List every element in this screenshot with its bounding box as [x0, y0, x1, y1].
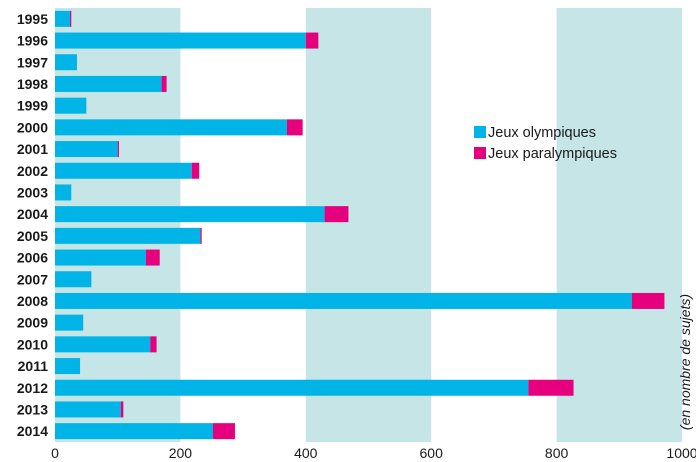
year-label-2006: 2006 — [17, 250, 48, 266]
legend-swatch-paralympiques — [474, 147, 486, 159]
bar-2005-olympiques — [55, 227, 201, 244]
x-tick-1000: 1000 — [666, 445, 696, 461]
bar-2006-paralympiques — [145, 249, 160, 266]
bar-2013-olympiques — [55, 401, 121, 418]
year-label-2003: 2003 — [17, 184, 48, 200]
legend: Jeux olympiques Jeux paralympiques — [474, 125, 617, 162]
bar-2004-paralympiques — [324, 206, 349, 223]
background-band-2 — [556, 8, 682, 442]
year-label-2000: 2000 — [17, 119, 48, 135]
bar-2009-olympiques — [55, 314, 84, 331]
year-label-1998: 1998 — [17, 76, 48, 92]
x-axis-ticks: 0 200 400 600 800 1000 — [51, 445, 696, 461]
bar-2010-olympiques — [55, 336, 151, 353]
bar-2014-olympiques — [55, 423, 214, 440]
year-label-1997: 1997 — [17, 54, 48, 70]
legend-swatch-olympiques — [474, 126, 486, 138]
year-label-1999: 1999 — [17, 98, 48, 114]
bar-2000-olympiques — [55, 119, 287, 136]
background-band-1 — [305, 8, 432, 442]
x-tick-400: 400 — [294, 445, 318, 461]
bar-2007-olympiques — [55, 271, 92, 288]
bar-2000-paralympiques — [286, 119, 303, 136]
x-tick-600: 600 — [420, 445, 444, 461]
bar-2003-olympiques — [55, 184, 72, 201]
bar-2012-olympiques — [55, 379, 529, 396]
year-label-1996: 1996 — [17, 33, 48, 49]
bar-1996-paralympiques — [305, 32, 319, 49]
bar-2002-olympiques — [55, 162, 192, 179]
background-band-0 — [55, 8, 181, 442]
bar-2010-paralympiques — [150, 336, 157, 353]
y-axis-unit-label: (en nombre de sujets) — [677, 294, 693, 430]
year-label-2002: 2002 — [17, 163, 48, 179]
bar-2001-paralympiques — [117, 141, 119, 158]
bar-2008-olympiques — [55, 292, 632, 309]
x-tick-200: 200 — [169, 445, 193, 461]
x-tick-800: 800 — [545, 445, 569, 461]
background-bands — [55, 8, 682, 442]
bar-2004-olympiques — [55, 206, 325, 223]
bar-2001-olympiques — [55, 141, 118, 158]
bar-2011-olympiques — [55, 358, 81, 375]
bar-2014-paralympiques — [213, 423, 235, 440]
year-label-2005: 2005 — [17, 228, 48, 244]
bar-2012-paralympiques — [528, 379, 574, 396]
year-label-2013: 2013 — [17, 401, 48, 417]
bars — [55, 10, 665, 440]
year-labels: 1995 1996 1997 1998 1999 2000 2001 2002 2003 2004… — [17, 11, 48, 439]
bar-1999-olympiques — [55, 97, 87, 114]
year-label-1995: 1995 — [17, 11, 48, 27]
year-label-2001: 2001 — [17, 141, 48, 157]
year-label-2012: 2012 — [17, 380, 48, 396]
bar-1996-olympiques — [55, 32, 306, 49]
bar-1995-olympiques — [55, 10, 71, 27]
year-label-2010: 2010 — [17, 336, 48, 352]
year-label-2007: 2007 — [17, 271, 48, 287]
bar-1998-olympiques — [55, 75, 162, 92]
bar-2002-paralympiques — [191, 162, 200, 179]
year-label-2008: 2008 — [17, 293, 48, 309]
year-label-2009: 2009 — [17, 315, 48, 331]
year-label-2011: 2011 — [18, 358, 49, 374]
bar-2006-olympiques — [55, 249, 146, 266]
bar-2005-paralympiques — [200, 227, 202, 244]
x-tick-0: 0 — [51, 445, 59, 461]
year-label-2014: 2014 — [17, 423, 48, 439]
bar-1998-paralympiques — [161, 75, 167, 92]
bar-2008-paralympiques — [631, 292, 665, 309]
bar-1997-olympiques — [55, 54, 77, 71]
legend-label-paralympiques: Jeux paralympiques — [488, 146, 617, 162]
legend-label-olympiques: Jeux olympiques — [488, 125, 596, 141]
bar-1995-paralympiques — [70, 10, 72, 27]
year-label-2004: 2004 — [17, 206, 48, 222]
bar-2013-paralympiques — [120, 401, 124, 418]
